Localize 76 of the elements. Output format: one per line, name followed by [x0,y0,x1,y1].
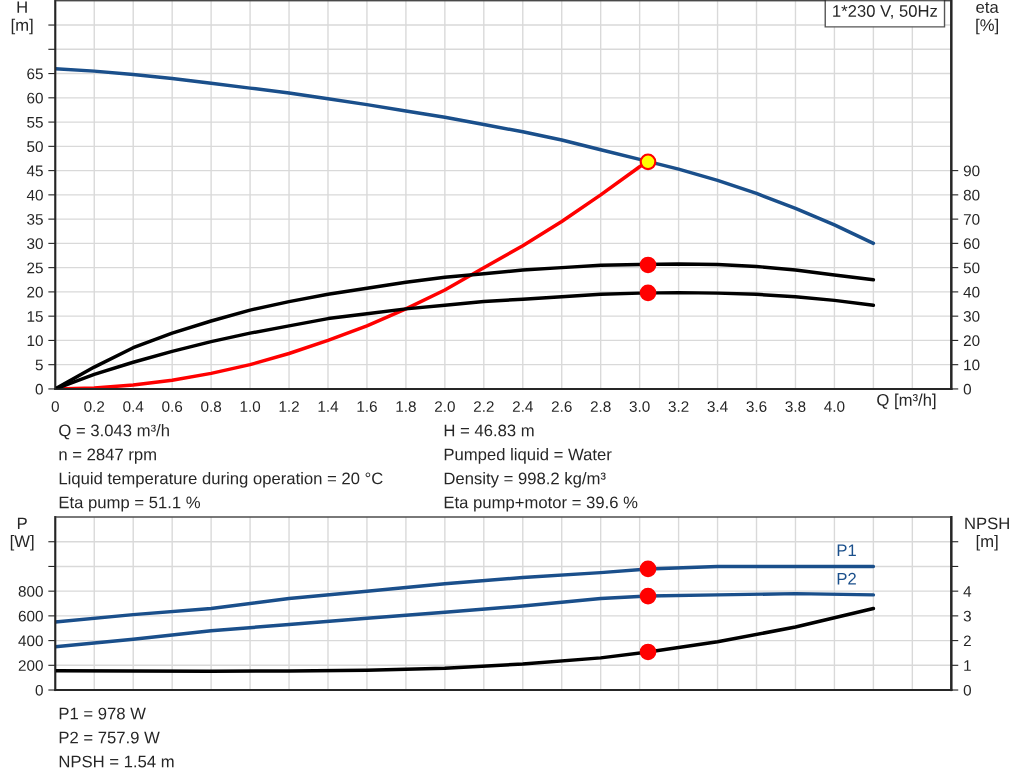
text: Liquid temperature during operation = 20 °C [59,472,383,488]
x-axis-title: Q [m³/h] [877,393,936,410]
y2-tick-label: 1 [964,660,971,671]
text: Q = 3.043 m³/h [59,424,169,440]
text: 4.0 [824,401,845,412]
y-tick-label: 200 [18,660,43,671]
series-label: P1 [837,544,856,557]
text: H = 46.83 m [444,424,534,437]
annotation: 1*230 V, 50Hz [833,5,938,19]
y2-tick-label: 80 [963,189,980,201]
text: P2 = 757.9 W [59,731,160,744]
y2-tick-label: 3 [963,610,971,622]
x-tick-label: 2.2 [473,401,494,412]
y-tick-label: 55 [27,117,43,128]
text: Pumped liquid = Water [444,448,612,464]
y2-tick-label: 30 [963,311,980,322]
x-tick-label: 1.8 [396,401,416,412]
x-tick-label: 0 [51,401,59,412]
y2-axis-title: eta [%] [976,2,999,35]
x-tick-label: 1.4 [318,401,339,412]
y-tick-label: 50 [27,141,43,153]
x-tick-label: 2.8 [590,401,611,412]
y-axis-title: H [m] [11,1,33,35]
y-tick-label: 10 [27,335,43,347]
text: P1 = 978 W [59,707,146,720]
y-tick-label: 35 [27,213,43,225]
y-tick-label: 0 [35,684,43,696]
y2-tick-label: 2 [963,635,971,647]
text: Eta pump+motor = 39.6 % [444,496,638,512]
y-tick-label: 30 [27,238,43,250]
y-tick-label: 800 [18,586,43,597]
y2-tick-label: 60 [963,238,980,250]
text: Eta pump = 51.1 % [59,496,200,512]
y2-tick-label: 20 [963,335,980,347]
y2-tick-label: 0 [963,383,971,395]
y2-tick-label: 90 [963,165,980,177]
y-tick-label: 400 [18,635,43,647]
y-tick-label: 5 [35,359,43,371]
y2-axis-title: NPSH [m] [965,517,1009,551]
x-tick-label: 3.6 [746,401,767,412]
line-series [55,66,876,246]
y-tick-label: 15 [27,311,43,322]
x-tick-label: 3.4 [707,401,728,412]
y2-tick-label: 0 [963,684,971,696]
y-tick-label: 65 [27,68,43,80]
y-tick-label: 45 [26,165,43,177]
y-tick-label: 600 [18,610,43,622]
y-axis-title: P [W] [10,517,34,551]
y2-tick-label: 70 [963,213,980,225]
y-tick-label: 60 [27,92,43,104]
text: NPSH = 1.54 m [59,755,174,768]
y2-tick-label: 40 [963,286,980,298]
x-tick-label: 0.4 [123,401,144,412]
x-tick-label: 3.8 [785,401,806,412]
y-tick-label: 0 [35,383,43,395]
x-tick-label: 0.6 [162,401,183,412]
series-label: P2 [837,572,856,585]
x-tick-label: 0.2 [84,401,105,412]
x-tick-label: 1.6 [357,401,377,412]
text: 3.0 [629,401,650,412]
x-tick-label: 3.2 [668,401,689,412]
text: n = 2847 rpm [59,448,156,464]
y2-tick-label: 50 [963,262,980,274]
y2-tick-label: 4 [963,586,972,597]
x-tick-label: 0.8 [201,401,222,412]
x-tick-label: 1.2 [279,401,299,412]
y-tick-label: 40 [26,189,43,201]
y-tick-label: 25 [27,262,43,274]
y-tick-label: 20 [27,286,43,298]
x-tick-label: 2.4 [512,401,533,412]
line-series [55,606,876,673]
text: 2.0 [435,401,455,412]
x-tick-label: 2.6 [551,401,572,412]
text: Density = 998.2 kg/m³ [444,472,606,488]
y2-tick-label: 10 [964,359,980,371]
text: 1.0 [240,401,261,412]
